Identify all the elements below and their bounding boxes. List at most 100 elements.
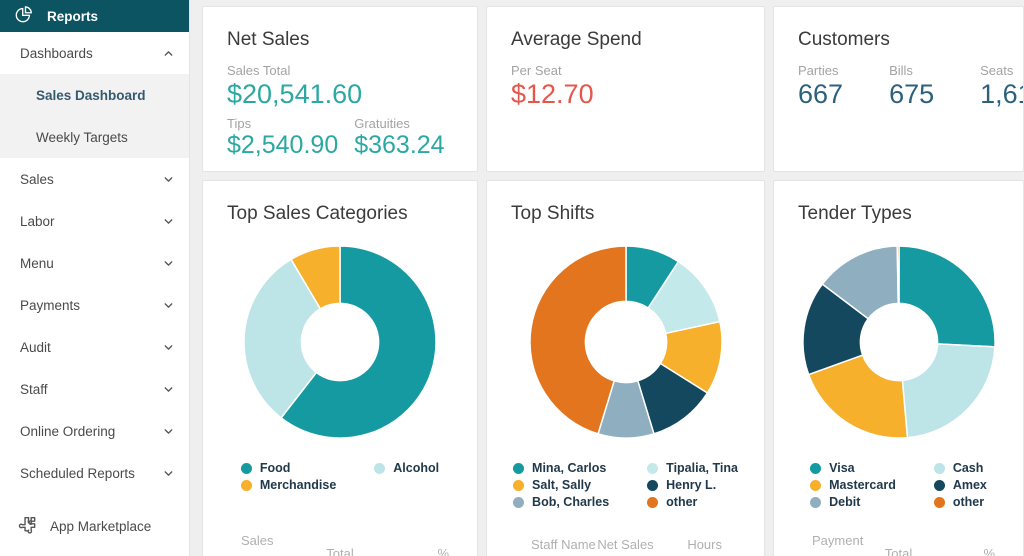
top-sales-categories-card: Top Sales Categories Food Merchandise Alco… bbox=[202, 180, 478, 556]
legend-item-mastercard[interactable]: Mastercard bbox=[810, 478, 896, 492]
gratuities-value: $363.24 bbox=[354, 130, 445, 159]
chevron-up-icon bbox=[162, 47, 175, 60]
sidebar-item-label: Online Ordering bbox=[20, 423, 116, 439]
sidebar: Reports Dashboards Sales Dashboard Weekl… bbox=[0, 0, 190, 556]
gratuities-label: Gratuities bbox=[354, 115, 410, 131]
sidebar-item-label: Sales bbox=[20, 171, 54, 187]
top-shifts-donut-chart[interactable] bbox=[527, 243, 725, 441]
card-title: Average Spend bbox=[511, 29, 642, 50]
parties-label: Parties bbox=[798, 63, 839, 78]
column-header[interactable]: Net Sales bbox=[597, 537, 654, 552]
legend-item-other[interactable]: other bbox=[933, 495, 987, 509]
sidebar-item-online-ordering[interactable]: Online Ordering bbox=[0, 410, 189, 452]
sidebar-item-weekly-targets[interactable]: Weekly Targets bbox=[0, 116, 189, 158]
sidebar-item-label: Weekly Targets bbox=[36, 129, 128, 145]
reports-header[interactable]: Reports bbox=[0, 0, 189, 32]
legend-item-other[interactable]: other bbox=[647, 495, 738, 509]
sidebar-item-dashboards[interactable]: Dashboards bbox=[0, 32, 189, 74]
tips-value: $2,540.90 bbox=[227, 130, 339, 159]
parties-value: 667 bbox=[798, 79, 844, 109]
puzzle-piece-icon bbox=[18, 515, 38, 538]
sidebar-item-audit[interactable]: Audit bbox=[0, 326, 189, 368]
sidebar-item-sales[interactable]: Sales bbox=[0, 158, 189, 200]
sidebar-item-label: Sales Dashboard bbox=[36, 87, 146, 103]
sidebar-item-label: Scheduled Reports bbox=[20, 465, 135, 481]
legend-label: Debit bbox=[829, 495, 861, 509]
legend-item-tipalia-tina[interactable]: Tipalia, Tina bbox=[647, 461, 738, 475]
column-header[interactable]: Total bbox=[884, 546, 913, 556]
dashboard-content: Net Sales Sales Total $20,541.60 Tips $2… bbox=[191, 0, 1024, 556]
sidebar-item-label: App Marketplace bbox=[50, 518, 152, 534]
donut-slice-visa[interactable] bbox=[897, 245, 996, 348]
legend-label: Bob, Charles bbox=[532, 495, 610, 509]
sidebar-item-app-marketplace[interactable]: App Marketplace bbox=[0, 505, 189, 547]
column-header[interactable]: Sales bbox=[241, 533, 274, 548]
donut-slice-other[interactable] bbox=[895, 245, 900, 305]
sidebar-item-scheduled-reports[interactable]: Scheduled Reports bbox=[0, 452, 189, 494]
column-header[interactable]: Hours bbox=[687, 537, 722, 552]
tender-types-donut-chart[interactable] bbox=[800, 243, 998, 441]
column-header[interactable]: % bbox=[983, 546, 995, 556]
chevron-down-icon bbox=[162, 425, 175, 438]
legend-label: Visa bbox=[829, 461, 855, 475]
legend-label: Tipalia, Tina bbox=[666, 461, 738, 475]
legend-dot bbox=[647, 496, 659, 508]
column-header[interactable]: Payment bbox=[812, 533, 864, 548]
donut-slice-merchandise[interactable] bbox=[290, 245, 341, 310]
legend-dot bbox=[810, 462, 822, 474]
legend-dot bbox=[933, 479, 945, 491]
sidebar-item-menu[interactable]: Menu bbox=[0, 242, 189, 284]
legend-label: other bbox=[952, 495, 985, 509]
pie-chart-icon bbox=[14, 5, 33, 27]
legend-label: Salt, Sally bbox=[532, 478, 592, 492]
sidebar-item-label: Staff bbox=[20, 381, 48, 397]
sidebar-item-payments[interactable]: Payments bbox=[0, 284, 189, 326]
donut-slice-food[interactable] bbox=[280, 245, 437, 439]
legend-item-cash[interactable]: Cash bbox=[933, 461, 987, 475]
top-shifts-table-header: Staff Name Net Sales Hours bbox=[487, 533, 764, 556]
legend-dot bbox=[240, 462, 252, 474]
sidebar-item-label: Menu bbox=[20, 255, 54, 271]
donut-slice-cash[interactable] bbox=[901, 343, 996, 439]
sales-categories-donut-chart[interactable] bbox=[241, 243, 439, 441]
chart-title: Top Shifts bbox=[511, 203, 595, 224]
legend-dot bbox=[933, 496, 945, 508]
average-spend-card: Average Spend Per Seat $12.70 bbox=[486, 6, 765, 172]
card-title: Customers bbox=[798, 29, 890, 50]
sales-categories-table-header: Sales Total % bbox=[203, 533, 477, 556]
legend-dot bbox=[647, 462, 659, 474]
legend-label: other bbox=[666, 495, 698, 509]
chart-title: Top Sales Categories bbox=[227, 203, 408, 224]
bills-label: Bills bbox=[889, 63, 913, 78]
legend-label: Mina, Carlos bbox=[532, 461, 607, 475]
per-seat-value: $12.70 bbox=[511, 79, 594, 109]
legend-dot bbox=[933, 462, 945, 474]
tender-types-card: Tender Types Visa Mastercard Debit Cash Amex… bbox=[773, 180, 1024, 556]
card-title: Net Sales bbox=[227, 29, 310, 50]
legend-item-food[interactable]: Food bbox=[240, 461, 336, 475]
sidebar-item-sales-dashboard[interactable]: Sales Dashboard bbox=[0, 74, 189, 116]
chevron-down-icon bbox=[162, 299, 175, 312]
legend-item-bob-charles[interactable]: Bob, Charles bbox=[513, 495, 609, 509]
column-header[interactable]: Total bbox=[326, 546, 354, 556]
legend-item-amex[interactable]: Amex bbox=[933, 478, 987, 492]
legend-item-mina-carlos[interactable]: Mina, Carlos bbox=[513, 461, 609, 475]
column-header[interactable]: % bbox=[437, 546, 449, 556]
legend-dot bbox=[810, 479, 822, 491]
donut-slice-other[interactable] bbox=[528, 245, 627, 435]
legend-item-visa[interactable]: Visa bbox=[810, 461, 896, 475]
net-sales-card: Net Sales Sales Total $20,541.60 Tips $2… bbox=[202, 6, 478, 172]
column-header[interactable]: Staff Name bbox=[531, 537, 596, 552]
legend-item-alcohol[interactable]: Alcohol bbox=[374, 461, 439, 475]
donut-slice-mastercard[interactable] bbox=[807, 354, 908, 439]
sidebar-item-labor[interactable]: Labor bbox=[0, 200, 189, 242]
legend-item-merchandise[interactable]: Merchandise bbox=[240, 478, 336, 492]
chart-legend: Food Merchandise Alcohol bbox=[240, 461, 439, 492]
legend-item-debit[interactable]: Debit bbox=[810, 495, 896, 509]
donut-slice-alcohol[interactable] bbox=[243, 258, 322, 419]
sidebar-item-staff[interactable]: Staff bbox=[0, 368, 189, 410]
customers-card: Customers Parties 667 Bills 675 Seats 1,… bbox=[773, 6, 1024, 172]
legend-dot bbox=[647, 479, 659, 491]
legend-item-henry-l-[interactable]: Henry L. bbox=[647, 478, 738, 492]
legend-item-salt-sally[interactable]: Salt, Sally bbox=[513, 478, 609, 492]
